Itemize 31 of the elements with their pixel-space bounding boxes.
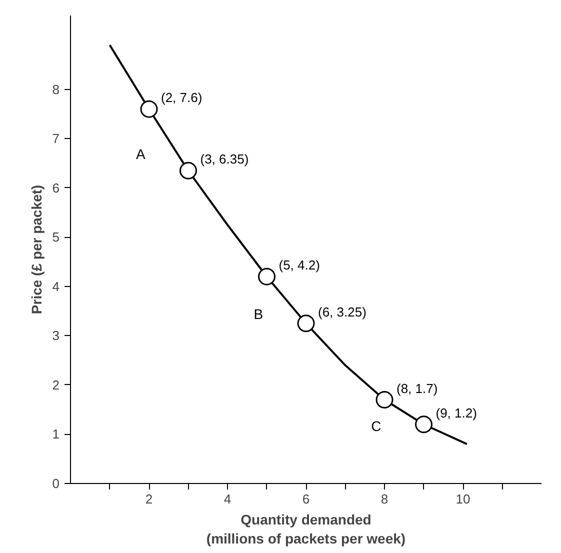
data-label: (5, 4.2) [278,258,320,273]
y-tick-label: 0 [52,476,60,491]
x-tick-label: 10 [456,492,470,506]
y-tick-label: 7 [52,131,60,146]
y-tick-label: 8 [52,82,60,97]
data-label: (6, 3.25) [318,304,366,320]
x-tick-label: 8 [380,492,388,506]
annotation: C [371,418,382,434]
x-tick-label: 6 [302,492,310,506]
point [140,100,158,118]
y-tick-label: 6 [52,180,60,196]
data-label: (9, 1.2) [436,405,477,420]
y-tick-label: 3 [52,328,60,344]
data-label: (2, 7.6) [161,90,202,106]
y-tick-label: 2 [52,377,60,392]
y-axis-title: Price (£ per packet) [28,184,44,314]
y-tick-label: 5 [52,230,60,245]
x-tick-label: 2 [145,492,153,506]
annotation: B [254,306,264,322]
y-tick-label: 4 [52,278,60,294]
point [297,314,315,332]
x-axis-title: Quantity demanded (millions of packets per week) [206,512,406,547]
y-tick-label: 1 [52,426,60,442]
point [376,391,394,408]
data-label: (3, 6.35) [200,152,249,167]
point [258,268,276,286]
data-label: (8, 1.7) [396,380,438,396]
annotation: A [136,146,146,162]
x-tick-label: 4 [224,492,232,506]
point [180,162,197,180]
point [415,416,432,434]
